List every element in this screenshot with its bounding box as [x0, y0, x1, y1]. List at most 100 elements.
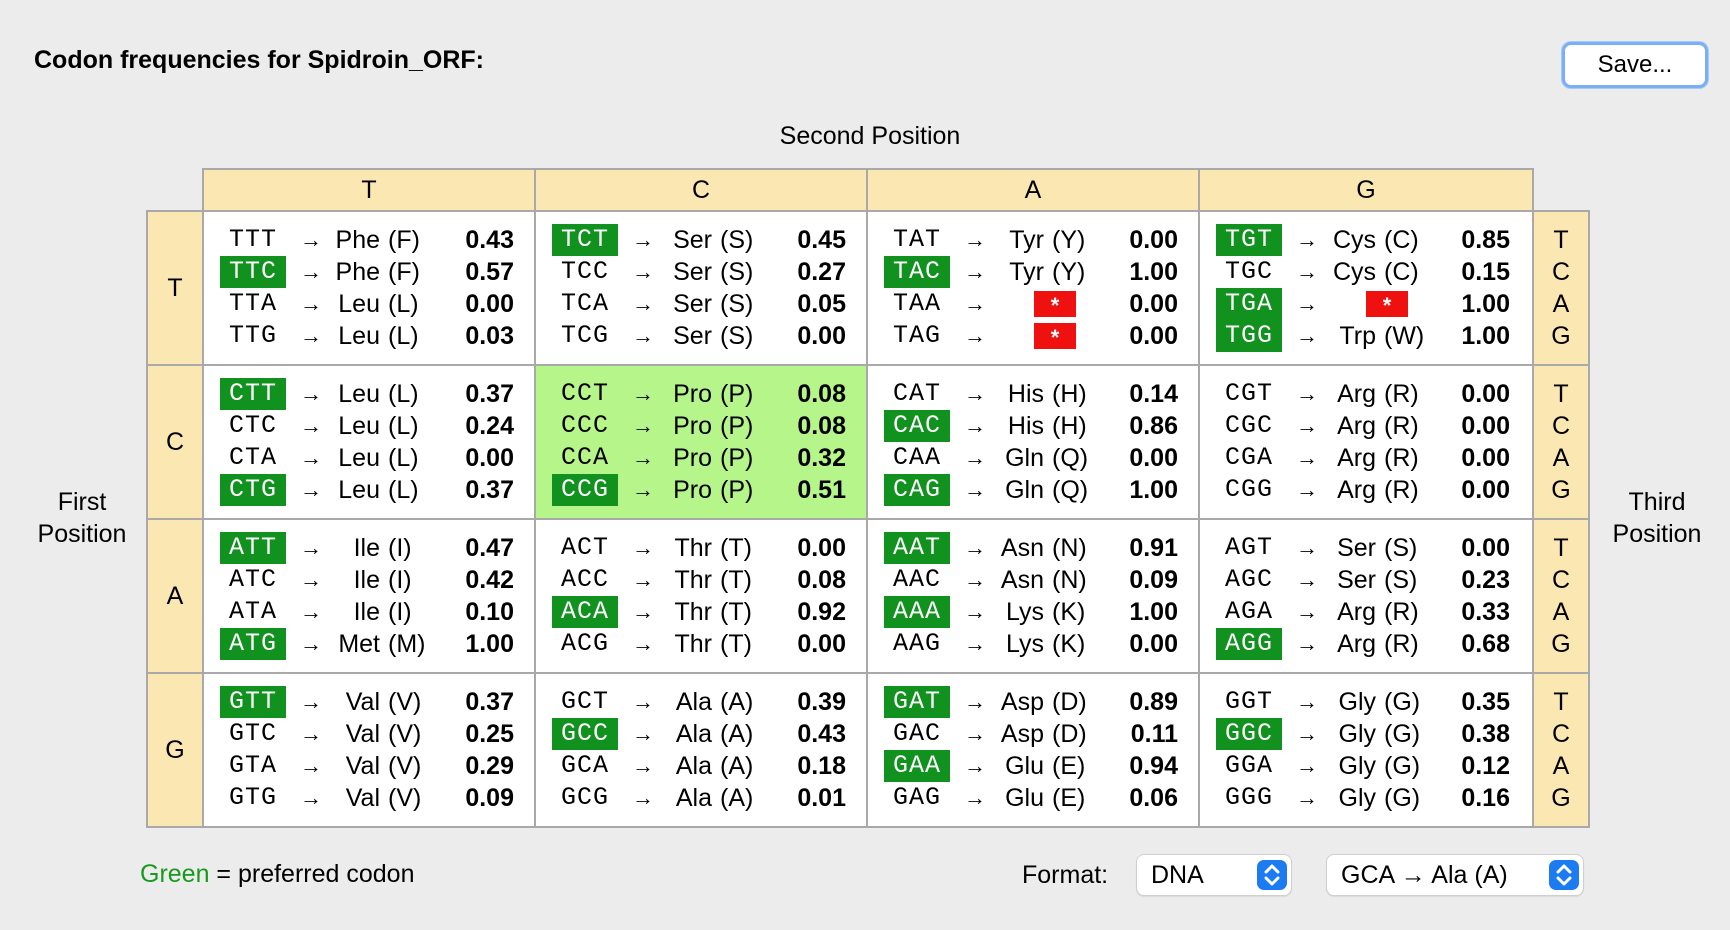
codon: ACA [552, 596, 618, 628]
codon: GAT [884, 686, 950, 718]
amino-acid: Leu [338, 290, 380, 318]
codon: GAC [892, 719, 941, 748]
codon-row: GTG → Val (V) 0.09 [204, 782, 534, 814]
codon: GGA [1224, 751, 1273, 780]
frequency: 0.08 [797, 566, 846, 594]
amino-acid-code: (K) [1052, 630, 1086, 658]
row-header: A [146, 518, 204, 674]
codon-row: CCT → Pro (P) 0.08 [536, 378, 866, 410]
codon: CGC [1224, 411, 1273, 440]
third-position-letter: T [1553, 226, 1569, 254]
amino-acid-code: (N) [1052, 534, 1087, 562]
arrow-icon: → [632, 631, 654, 656]
codon-row: GGC → Gly (G) 0.38 [1200, 718, 1532, 750]
frequency: 0.92 [797, 598, 846, 626]
codon-row: TGT → Cys (C) 0.85 [1200, 224, 1532, 256]
arrow-icon: → [300, 567, 322, 592]
frequency: 0.00 [1461, 412, 1510, 440]
amino-acid-code: (A) [720, 784, 754, 812]
amino-acid-code: (K) [1052, 598, 1086, 626]
codon-cell: TTT → Phe (F) 0.43 TTC → Phe (F) 0.57 TTA → Leu (L) 0.… [202, 210, 536, 366]
amino-acid-code: (S) [720, 290, 754, 318]
codon: AAT [884, 532, 950, 564]
amino-acid: Ile [353, 566, 380, 594]
codon-row: GGT → Gly (G) 0.35 [1200, 686, 1532, 718]
arrow-icon: → [632, 689, 654, 714]
amino-acid: Pro [673, 412, 712, 440]
codon: CCC [560, 411, 609, 440]
display-select[interactable]: GCA → Ala (A) [1326, 854, 1584, 896]
amino-acid: Trp [1339, 322, 1376, 350]
amino-acid: Asn [1000, 566, 1044, 594]
amino-acid: Cys [1332, 258, 1376, 286]
codon-row: CTG → Leu (L) 0.37 [204, 474, 534, 506]
codon-row: AAT → Asn (N) 0.91 [868, 532, 1198, 564]
codon-row: ATT → Ile (I) 0.47 [204, 532, 534, 564]
codon-row: GCT → Ala (A) 0.39 [536, 686, 866, 718]
arrow-icon: → [964, 785, 986, 810]
codon-row: GGG → Gly (G) 0.16 [1200, 782, 1532, 814]
arrow-icon: → [300, 689, 322, 714]
codon: TTC [220, 256, 286, 288]
codon-row: TAA → * 0.00 [868, 288, 1198, 320]
amino-acid-code: (H) [1052, 412, 1087, 440]
third-position-letter: A [1552, 290, 1570, 318]
codon: TCC [560, 257, 609, 286]
codon-row: CAA → Gln (Q) 0.00 [868, 442, 1198, 474]
stop-codon-badge: * [1366, 291, 1408, 318]
amino-acid: Pro [673, 444, 712, 472]
amino-acid-code: (F) [388, 258, 420, 286]
codon: CAG [884, 474, 950, 506]
arrow-icon: → [964, 291, 986, 316]
amino-acid: Gly [1338, 784, 1377, 812]
amino-acid: Thr [674, 566, 713, 594]
frequency: 0.14 [1129, 380, 1178, 408]
arrow-icon: → [300, 291, 322, 316]
codon-row: CTT → Leu (L) 0.37 [204, 378, 534, 410]
frequency: 0.24 [465, 412, 514, 440]
amino-acid-code: (S) [720, 258, 754, 286]
arrow-icon: → [300, 259, 322, 284]
codon: CTT [220, 378, 286, 410]
arrow-icon: → [632, 567, 654, 592]
row-header: G [146, 672, 204, 828]
codon: GCT [560, 687, 609, 716]
amino-acid-code: (Y) [1052, 226, 1086, 254]
amino-acid-code: (Q) [1052, 476, 1089, 504]
amino-acid: Asp [1000, 688, 1044, 716]
codon: CAA [892, 443, 941, 472]
frequency: 0.01 [797, 784, 846, 812]
frequency: 0.33 [1461, 598, 1510, 626]
format-select[interactable]: DNA [1136, 854, 1292, 896]
frequency: 1.00 [1129, 598, 1178, 626]
amino-acid-code: (D) [1052, 720, 1087, 748]
codon-row: CCG → Pro (P) 0.51 [536, 474, 866, 506]
amino-acid: Arg [1337, 380, 1376, 408]
codon: GTG [228, 783, 277, 812]
codon-row: GAC → Asp (D) 0.11 [868, 718, 1198, 750]
codon-row: ATG → Met (M) 1.00 [204, 628, 534, 660]
codon: ATA [228, 597, 277, 626]
amino-acid: Arg [1337, 444, 1376, 472]
arrow-icon: → [300, 753, 322, 778]
frequency: 1.00 [1461, 290, 1510, 318]
amino-acid: Glu [1005, 752, 1044, 780]
save-button[interactable]: Save... [1562, 42, 1708, 88]
amino-acid: Thr [674, 534, 713, 562]
amino-acid: Ala [675, 784, 712, 812]
amino-acid-code: (P) [720, 380, 754, 408]
codon-row: TGC → Cys (C) 0.15 [1200, 256, 1532, 288]
codon-cell: ACT → Thr (T) 0.00 ACC → Thr (T) 0.08 ACA → Thr (T) 0.… [534, 518, 868, 674]
codon-row: AGA → Arg (R) 0.33 [1200, 596, 1532, 628]
codon-row: TCT → Ser (S) 0.45 [536, 224, 866, 256]
frequency: 0.68 [1461, 630, 1510, 658]
frequency: 0.23 [1461, 566, 1510, 594]
codon: GAG [892, 783, 941, 812]
codon: AAG [892, 629, 941, 658]
amino-acid-code: (P) [720, 444, 754, 472]
codon: GGG [1224, 783, 1273, 812]
frequency: 0.00 [465, 290, 514, 318]
codon: CTG [220, 474, 286, 506]
amino-acid-code: (M) [388, 630, 426, 658]
amino-acid: Leu [338, 322, 380, 350]
